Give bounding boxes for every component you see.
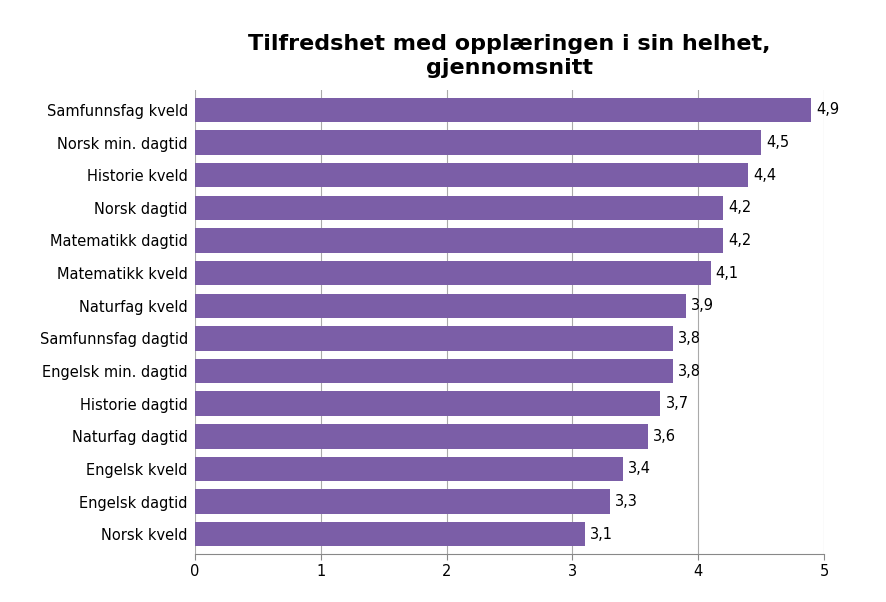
Bar [195,326,673,350]
Bar [195,294,686,318]
Text: 3,6: 3,6 [653,429,676,444]
Text: 3,8: 3,8 [678,331,701,346]
Bar [195,196,723,220]
Text: 3,9: 3,9 [690,298,713,313]
Bar [195,163,749,187]
Bar [195,359,673,383]
Text: 4,2: 4,2 [728,233,751,248]
Bar [195,457,623,481]
Title: Tilfredshet med opplæringen i sin helhet,
gjennomsnitt: Tilfredshet med opplæringen i sin helhet… [248,34,771,78]
Text: 3,3: 3,3 [615,494,638,509]
Text: 4,4: 4,4 [753,168,777,182]
Text: 4,2: 4,2 [728,200,751,216]
Bar [195,391,660,416]
Bar [195,522,585,547]
Bar [195,130,761,155]
Text: 4,9: 4,9 [816,102,840,117]
Bar [195,98,812,122]
Bar [195,424,648,448]
Text: 4,1: 4,1 [716,265,739,281]
Bar [195,228,723,253]
Text: 3,1: 3,1 [590,527,613,542]
Bar [195,489,610,514]
Text: 3,7: 3,7 [665,396,688,411]
Text: 4,5: 4,5 [766,135,789,150]
Bar [195,261,711,285]
Text: 3,4: 3,4 [627,462,650,476]
Text: 3,8: 3,8 [678,364,701,379]
